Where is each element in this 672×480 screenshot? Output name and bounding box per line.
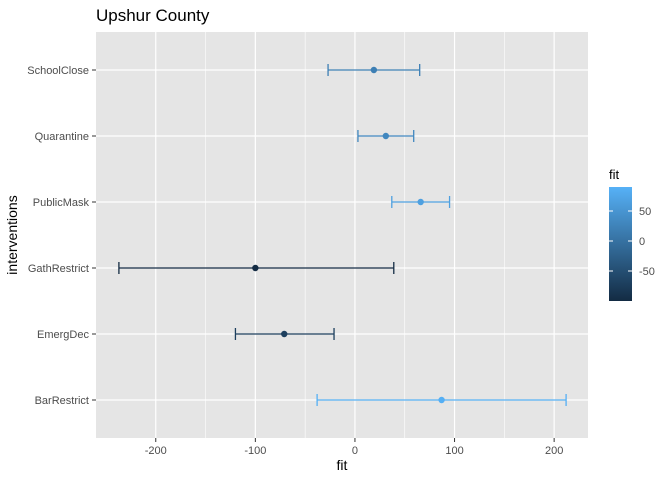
legend-tick-label: -50	[639, 266, 655, 278]
y-tick-label: Quarantine	[35, 131, 89, 143]
fit-points	[252, 66, 445, 404]
grid-minor	[205, 32, 505, 438]
x-tick-label: 0	[352, 445, 358, 457]
y-tick-label: PublicMask	[33, 197, 90, 209]
plot-panel	[96, 32, 588, 438]
y-tick-label: SchoolClose	[27, 65, 89, 77]
x-tick-label: 200	[545, 445, 563, 457]
y-tick-label: GathRestrict	[28, 263, 89, 275]
color-legend: fit 50 0 -50	[609, 167, 655, 301]
data-point	[417, 198, 424, 206]
data-point	[370, 66, 378, 74]
data-point	[252, 264, 259, 272]
x-axis-title: fit	[337, 457, 348, 473]
x-tick-label: 100	[445, 445, 463, 457]
chart-title: Upshur County	[96, 6, 210, 25]
y-axis: SchoolClose Quarantine PublicMask GathRestr…	[27, 65, 96, 407]
y-tick-label: EmergDec	[37, 329, 89, 341]
x-axis: -200 -100 0 100 200	[145, 438, 563, 457]
data-point	[382, 132, 390, 140]
legend-ticks: 50 0 -50	[609, 206, 655, 278]
x-tick-label: -100	[244, 445, 266, 457]
x-tick-label: -200	[145, 445, 167, 457]
legend-tick-label: 50	[639, 206, 651, 218]
data-point	[438, 396, 445, 404]
legend-title: fit	[609, 167, 620, 182]
y-tick-label: BarRestrict	[35, 395, 89, 407]
legend-colorbar	[609, 187, 632, 301]
y-axis-title: interventions	[4, 195, 20, 274]
data-point	[281, 330, 288, 338]
legend-tick-label: 0	[639, 236, 645, 248]
